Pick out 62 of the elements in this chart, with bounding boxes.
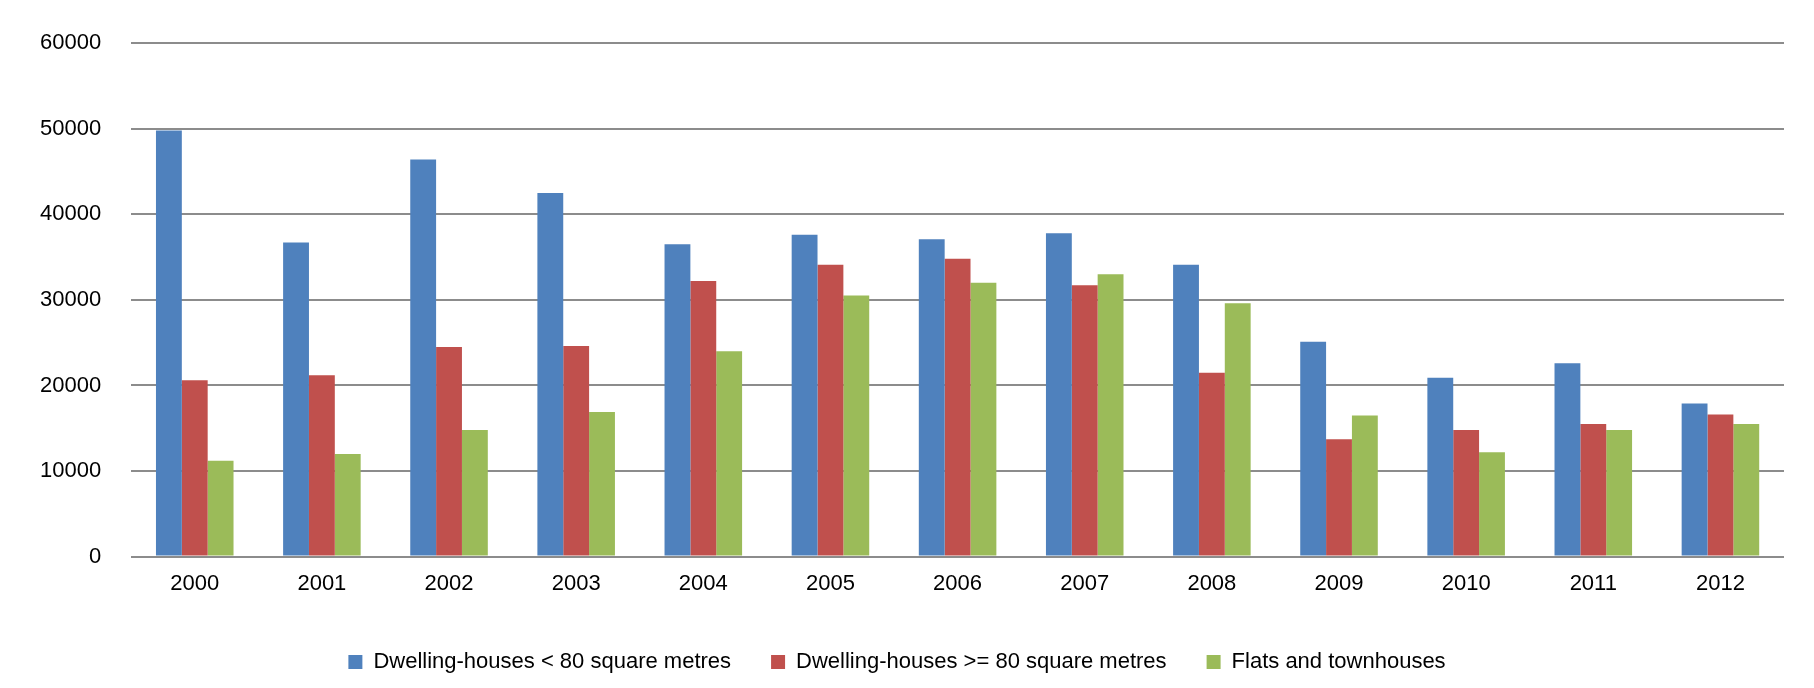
bar	[1300, 341, 1327, 556]
x-tick-label: 2000	[170, 569, 220, 595]
bar	[1097, 274, 1124, 556]
y-tick-label: 40000	[39, 200, 102, 226]
bar	[970, 282, 997, 556]
bar	[664, 244, 691, 556]
bar	[1681, 403, 1708, 556]
x-tick-label: 2005	[805, 569, 855, 595]
bar	[436, 346, 462, 556]
bar	[589, 411, 615, 556]
legend-label: Dwelling-houses >= 80 square metres	[796, 648, 1167, 674]
x-tick-label: 2001	[297, 569, 347, 595]
bar	[155, 130, 182, 556]
y-tick-label: 50000	[39, 114, 102, 140]
bar	[207, 460, 234, 556]
bar	[410, 159, 437, 556]
bar	[690, 281, 717, 556]
bar	[1071, 285, 1098, 556]
bar	[1224, 303, 1251, 556]
bar	[1326, 439, 1352, 556]
bar	[1351, 415, 1378, 556]
x-tick-label: 2002	[424, 569, 474, 595]
bar	[1427, 377, 1454, 556]
bar	[537, 192, 564, 556]
bar	[283, 242, 309, 556]
x-tick-label: 2008	[1187, 569, 1237, 595]
bar	[817, 264, 844, 556]
bar	[308, 375, 335, 556]
bar	[1580, 423, 1607, 556]
legend-label: Dwelling-houses < 80 square metres	[373, 648, 732, 674]
bar	[1707, 414, 1734, 556]
x-tick-label: 2009	[1314, 569, 1364, 595]
x-tick-label: 2006	[933, 569, 983, 595]
bar	[918, 239, 945, 556]
bar	[716, 351, 743, 556]
x-tick-label: 2004	[678, 569, 728, 595]
x-tick-label: 2012	[1695, 569, 1745, 595]
bar	[1733, 423, 1760, 556]
bar	[1198, 372, 1225, 556]
bar	[1045, 233, 1072, 556]
y-tick-label: 0	[88, 542, 102, 568]
bar	[334, 453, 361, 556]
legend-label: Flats and townhouses	[1231, 648, 1446, 674]
bar	[1554, 363, 1581, 556]
y-tick-label: 30000	[39, 285, 102, 311]
bar	[1479, 452, 1505, 556]
x-tick-label: 2003	[551, 569, 601, 595]
x-tick-label: 2011	[1569, 569, 1617, 595]
y-tick-label: 60000	[39, 29, 102, 55]
y-tick-label: 10000	[39, 457, 102, 483]
bar	[944, 258, 971, 556]
bar	[1606, 429, 1633, 556]
x-tick-label: 2010	[1441, 569, 1491, 595]
x-tick-label: 2007	[1060, 569, 1110, 595]
bar	[1173, 264, 1199, 556]
bar	[563, 346, 590, 556]
bar	[181, 380, 208, 556]
bar	[791, 234, 818, 556]
y-tick-label: 20000	[39, 371, 102, 397]
bar	[1453, 429, 1480, 556]
bar	[461, 429, 488, 556]
bar	[843, 295, 870, 556]
